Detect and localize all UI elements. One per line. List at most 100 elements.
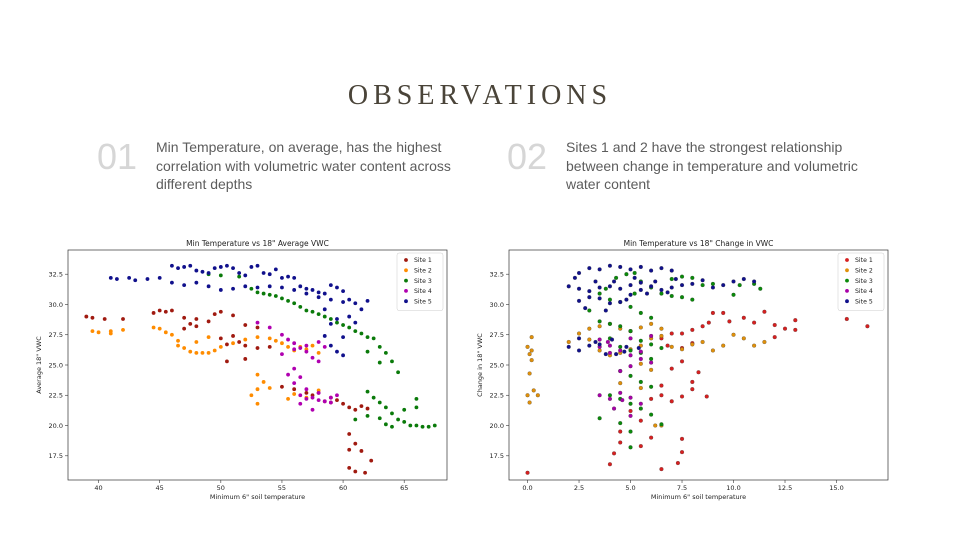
data-point <box>328 343 333 348</box>
data-point <box>628 348 633 353</box>
data-point <box>322 314 327 319</box>
data-point <box>304 291 309 296</box>
legend-label: Site 2 <box>414 268 432 275</box>
chart-title: Min Temperature vs 18" Average VWC <box>186 239 329 248</box>
data-point <box>170 263 174 268</box>
data-point <box>316 295 321 300</box>
data-point <box>273 267 278 272</box>
data-point <box>638 418 643 423</box>
data-point <box>577 336 582 341</box>
series-site-3 <box>587 270 763 450</box>
data-point <box>347 314 352 319</box>
data-point <box>408 423 413 428</box>
data-point <box>603 352 608 357</box>
data-point <box>194 268 199 273</box>
data-point <box>414 405 419 410</box>
data-point <box>632 291 637 296</box>
data-point <box>127 275 132 280</box>
series-site-2 <box>90 325 321 406</box>
data-point <box>225 263 229 268</box>
data-point <box>328 321 333 326</box>
data-point <box>609 337 615 342</box>
data-point <box>587 337 592 342</box>
data-point <box>649 284 654 289</box>
data-point <box>624 272 629 277</box>
chart-canvas: Min Temperature vs 18" Average VWC 40 45 50… <box>35 239 448 501</box>
data-point <box>151 311 156 315</box>
x-tick-label: 40 <box>94 484 102 492</box>
data-point <box>249 265 254 269</box>
data-point <box>607 301 612 306</box>
data-point <box>638 349 643 354</box>
data-point <box>347 297 352 302</box>
legend-label: Site 2 <box>855 268 873 275</box>
data-point <box>328 297 333 302</box>
data-point <box>206 335 211 340</box>
data-point <box>249 286 254 291</box>
data-point <box>365 413 370 418</box>
data-point <box>188 263 193 268</box>
data-point <box>420 424 425 429</box>
data-point <box>614 352 619 357</box>
data-point <box>84 314 89 319</box>
data-point <box>328 400 333 405</box>
data-point <box>597 296 602 301</box>
data-point <box>206 350 211 355</box>
y-tick-label: 27.5 <box>49 331 63 339</box>
data-point <box>622 349 627 354</box>
data-point <box>188 349 193 354</box>
observation-number: 02 <box>507 136 548 177</box>
data-point <box>341 401 345 406</box>
data-point <box>310 288 315 292</box>
data-point <box>675 461 680 466</box>
data-point <box>731 279 736 284</box>
data-point <box>231 341 235 346</box>
data-point <box>298 284 303 289</box>
data-point <box>359 331 364 336</box>
data-point <box>583 306 588 311</box>
data-point <box>752 320 757 325</box>
data-point <box>182 265 187 269</box>
data-point <box>96 330 101 335</box>
x-tick-label: 2.5 <box>574 484 584 492</box>
data-point <box>182 346 187 350</box>
plot-frame <box>508 249 889 481</box>
data-point <box>255 325 260 330</box>
data-point <box>628 292 633 297</box>
chart-title: Min Temperature vs 18" Change in VWC <box>624 239 774 248</box>
data-point <box>218 265 223 269</box>
data-point <box>659 333 664 338</box>
data-point <box>341 335 345 340</box>
data-point <box>255 290 260 295</box>
data-point <box>328 283 333 288</box>
data-point <box>587 289 592 294</box>
data-point <box>710 281 715 286</box>
data-point <box>690 327 695 332</box>
data-point <box>390 359 394 364</box>
data-point <box>371 395 376 400</box>
data-point <box>322 344 327 349</box>
data-point <box>577 348 582 353</box>
data-point <box>638 379 643 384</box>
data-point <box>638 287 643 292</box>
data-point <box>151 325 156 330</box>
legend-label: Site 4 <box>414 288 432 295</box>
data-point <box>280 275 284 280</box>
data-point <box>157 275 162 280</box>
data-point <box>359 449 364 453</box>
data-point <box>304 390 309 395</box>
data-point <box>624 297 629 302</box>
data-point <box>587 343 592 348</box>
legend-label: Site 1 <box>414 257 432 264</box>
data-point <box>194 317 199 321</box>
data-point <box>377 344 382 349</box>
data-point <box>758 286 763 291</box>
legend: Site 1 Site 2 Site 3 Site 4 Site 5 <box>396 252 444 311</box>
data-point <box>737 283 742 288</box>
data-point <box>396 417 400 422</box>
data-point <box>731 292 736 297</box>
data-point <box>292 347 297 352</box>
data-point <box>322 291 327 296</box>
y-tick-label: 25.0 <box>49 361 63 369</box>
y-tick-label: 32.5 <box>490 271 504 279</box>
